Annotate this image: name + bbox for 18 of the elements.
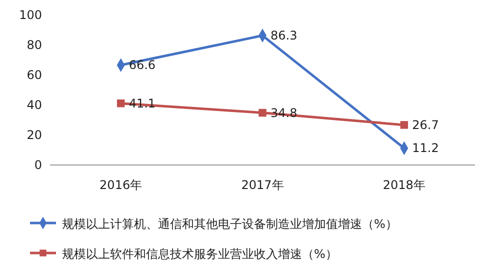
point [258,108,266,117]
point [400,121,408,129]
y-tick-label: 0 [34,158,42,172]
x-tick-label: 2018年 [382,178,426,192]
x-tick-label: 2017年 [241,178,284,192]
legend-label: 规模以上软件和信息技术服务业营业收入增速（%） [62,247,338,261]
point [116,99,125,108]
y-tick-label: 100 [19,8,42,22]
data-label: 11.2 [412,141,439,156]
x-tick-label: 2016年 [100,178,142,192]
y-tick-label: 60 [26,68,42,82]
y-tick-label: 80 [26,38,42,52]
legend-label: 规模以上计算机、通信和其他电子设备制造业增加值增速（%） [62,217,398,231]
data-label: 26.7 [412,118,439,132]
y-tick-label: 20 [26,128,42,142]
y-tick-label: 40 [26,98,42,112]
data-label: 66.6 [128,58,156,72]
data-label: 86.3 [270,28,298,43]
